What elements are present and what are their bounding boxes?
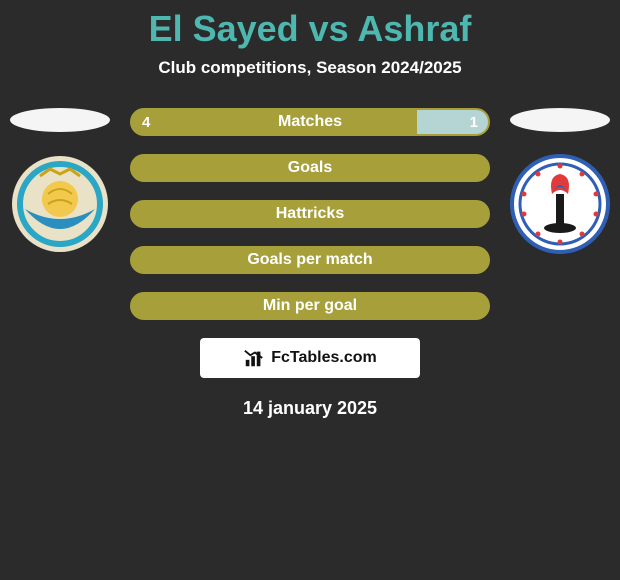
flag-right [510, 108, 610, 132]
bar-label: Hattricks [132, 202, 488, 226]
stat-bar: Matches4 1 [130, 108, 490, 136]
club-badge-right [510, 154, 610, 254]
brand-label: FcTables.com [271, 349, 377, 367]
bar-label: Matches [132, 110, 488, 134]
date-label: 14 january 2025 [0, 398, 620, 419]
stat-bar: Hattricks [130, 200, 490, 228]
page-title: El Sayed vs Ashraf [0, 0, 620, 50]
bar-label: Goals per match [132, 248, 488, 272]
bar-value-left: 4 [142, 110, 150, 134]
bar-chart-icon [243, 347, 265, 369]
stat-bar: Min per goal [130, 292, 490, 320]
subtitle: Club competitions, Season 2024/2025 [0, 58, 620, 78]
bar-label: Goals [132, 156, 488, 180]
brand-box[interactable]: FcTables.com [200, 338, 420, 378]
flag-left [10, 108, 110, 132]
comparison-panel: Matches4 1 Goals Hattricks Goals per match Mi… [0, 108, 620, 320]
bar-label: Min per goal [132, 294, 488, 318]
club-crest-right-icon [510, 154, 610, 254]
bar-value-right: 1 [470, 110, 478, 134]
club-badge-left [10, 154, 110, 254]
club-crest-left-icon [10, 154, 110, 254]
stat-bar: Goals per match [130, 246, 490, 274]
bars-container: Matches4 1 Goals Hattricks Goals per match Mi… [130, 108, 490, 320]
stat-bar: Goals [130, 154, 490, 182]
